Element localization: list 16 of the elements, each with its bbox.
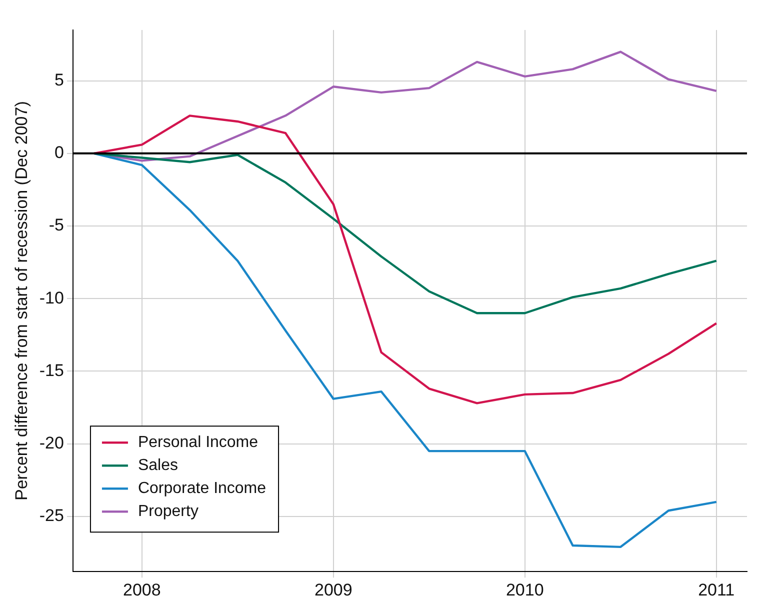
x-tick-label: 2010 xyxy=(506,580,544,600)
legend-label: Personal Income xyxy=(138,434,258,452)
y-tick-label: -25 xyxy=(39,506,64,526)
y-tick-label: -5 xyxy=(48,216,64,235)
x-tick-label: 2008 xyxy=(122,580,161,600)
y-tick-label: 5 xyxy=(54,70,64,90)
y-axis-title: Percent difference from start of recession (Dec 2007) xyxy=(12,101,31,500)
y-tick-label: -15 xyxy=(39,360,64,380)
y-tick-label: -20 xyxy=(39,434,64,453)
x-tick-label: 2011 xyxy=(698,580,735,600)
y-tick-label: -10 xyxy=(39,288,64,308)
y-tick-label: 0 xyxy=(54,143,64,162)
x-tick-label: 2009 xyxy=(314,580,352,600)
legend-label: Property xyxy=(138,503,198,520)
legend-label: Corporate Income xyxy=(138,480,266,498)
legend-label: Sales xyxy=(138,457,178,474)
